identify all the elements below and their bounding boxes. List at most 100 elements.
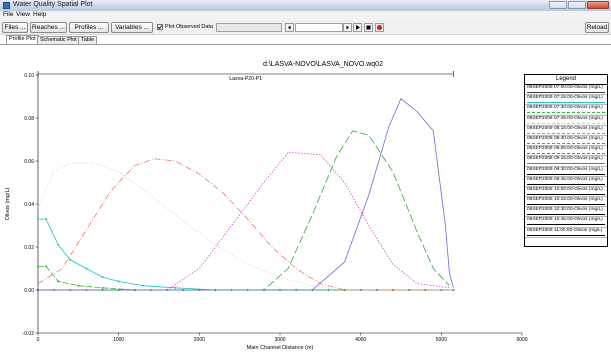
y-axis-label: Olivos (mg/L) (5, 187, 11, 220)
baseline-point (101, 289, 104, 291)
play-button[interactable] (353, 23, 362, 32)
legend-entry: 09SEP2009 08:30:00-Olivos (mg/L) (525, 136, 607, 147)
tab-strip: Profile Plot Schematic Plot Table (0, 35, 611, 44)
plot-axes: 0 1000 2000 3000 4000 5000 6000 -0.02 0.00 0.02 0.… (23, 73, 528, 343)
x-tick-label: 2000 (194, 337, 205, 343)
step-back-button[interactable] (285, 23, 294, 32)
baseline-point (69, 289, 72, 291)
legend-entry-label: 09SEP2009 09:00:00-Olivos (mg/L) (527, 146, 603, 152)
baseline-point (440, 289, 443, 291)
legend-entry-label: 09SEP2009 10:30:00-Olivos (mg/L) (527, 207, 603, 213)
profile-plot-panel: d:\LASVA-NOVO\LASVA_NOVO.wq02 Lasva-P20-… (0, 44, 611, 352)
tab-profile-plot[interactable]: Profile Plot (6, 35, 39, 44)
play-icon (356, 25, 360, 30)
y-tick-label: 0.04 (24, 202, 34, 208)
legend-entry-label: 09SEP2009 08:15:00-Olivos (mg/L) (527, 125, 603, 131)
baseline-point (166, 289, 168, 291)
legend-entry-label: 09SEP2009 09:15:00-Olivos (mg/L) (527, 156, 603, 162)
baseline-point (279, 289, 281, 291)
legend: Legend 09SEP2009 07:00:00-Olivos (mg/L) 0… (524, 74, 608, 247)
reload-button[interactable]: Reload (585, 22, 609, 33)
baseline-point (214, 289, 217, 291)
series-point (452, 289, 455, 291)
menu-file[interactable]: File (3, 11, 14, 18)
series-line-1 (38, 218, 454, 291)
window-title: Water Quality Spatial Plot (13, 1, 93, 8)
legend-entry: 09SEP2009 09:15:00-Olivos (mg/L) (525, 156, 607, 167)
baseline-point (343, 289, 346, 291)
legend-entry-label: 09SEP2009 07:30:00-Olivos (mg/L) (527, 105, 603, 111)
legend-entry-label: 09SEP2009 07:00:00-Olivos (mg/L) (527, 85, 603, 90)
maximize-button[interactable] (568, 1, 586, 9)
baseline-point (37, 289, 39, 291)
time-slider[interactable] (295, 23, 343, 32)
legend-entry: 09SEP2009 09:45:00-Olivos (mg/L) (525, 177, 607, 187)
legend-entry-label: 09SEP2009 10:00:00-Olivos (mg/L) (527, 186, 603, 192)
baseline-point (311, 289, 314, 291)
legend-swatch (527, 204, 605, 206)
step-forward-button[interactable] (343, 23, 352, 32)
menu-bar: File View Help (0, 11, 611, 20)
profile-chart: d:\LASVA-NOVO\LASVA_NOVO.wq02 Lasva-P20-… (5, 61, 528, 351)
baseline-point (408, 289, 410, 291)
series-point (85, 267, 88, 270)
stop-button[interactable] (364, 23, 373, 32)
series-point (101, 286, 104, 289)
x-tick-label: 4000 (355, 337, 366, 343)
app-icon (3, 2, 10, 9)
legend-swatch (527, 122, 605, 124)
legend-entry: 09SEP2009 10:30:00-Olivos (mg/L) (525, 207, 607, 218)
profiles-button[interactable]: Profiles ... (69, 22, 109, 33)
series-point (45, 218, 48, 221)
record-icon (376, 24, 383, 31)
tab-schematic-plot[interactable]: Schematic Plot (37, 36, 80, 44)
reach-indicator: Lasva-P20-P1 (37, 71, 454, 82)
legend-swatch (527, 142, 605, 144)
legend-entry: 09SEP2009 10:45:00-Olivos (mg/L) (525, 217, 607, 228)
legend-title: Legend (525, 75, 607, 85)
legend-entry: 09SEP2009 07:30:00-Olivos (mg/L) (525, 105, 607, 116)
baseline-point (150, 289, 152, 291)
baseline-point (392, 289, 394, 291)
baseline-point (85, 289, 88, 291)
plot-observed-checkbox[interactable] (157, 24, 163, 30)
series-line-2 (38, 266, 454, 291)
legend-swatch (527, 214, 605, 216)
legend-swatch (527, 112, 605, 114)
series-point (69, 258, 72, 261)
legend-swatch (527, 234, 605, 236)
series-line-3 (37, 162, 454, 291)
close-button[interactable] (587, 1, 609, 9)
chart-title: d:\LASVA-NOVO\LASVA_NOVO.wq02 (263, 61, 383, 68)
tab-table[interactable]: Table (78, 36, 98, 44)
profile-time-combo[interactable] (216, 23, 282, 32)
menu-view[interactable]: View (16, 11, 30, 18)
minimize-button[interactable] (549, 1, 567, 9)
menu-help[interactable]: Help (33, 11, 47, 18)
y-tick-label: 0.08 (24, 116, 34, 122)
series-point (101, 276, 104, 279)
legend-swatch (527, 153, 605, 155)
series-line-5 (38, 151, 450, 291)
series-point (37, 218, 39, 221)
stop-icon (366, 25, 371, 30)
series-point (141, 284, 144, 287)
record-button[interactable] (375, 23, 384, 32)
baseline-point (424, 289, 427, 291)
series-point (57, 280, 60, 283)
legend-entry: 09SEP2009 07:45:00-Olivos (mg/L) (525, 116, 607, 126)
legend-swatch (527, 132, 605, 134)
legend-swatch (527, 102, 605, 104)
files-button[interactable]: Files ... (2, 22, 28, 33)
baseline-point (182, 289, 185, 291)
x-tick-label: 1000 (113, 337, 124, 343)
reaches-button[interactable]: Reaches ... (30, 22, 67, 33)
baseline-point (198, 289, 201, 291)
series-point (45, 265, 48, 268)
toolbar: Files ... Reaches ... Profiles ... Varia… (0, 20, 611, 35)
variables-button[interactable]: Variables ... (111, 22, 153, 33)
y-tick-label: 0.06 (24, 159, 34, 165)
legend-items: 09SEP2009 07:00:00-Olivos (mg/L) 09SEP200… (525, 85, 607, 238)
legend-entry: 09SEP2009 11:00:00-Olivos (mg/L) (525, 228, 607, 238)
legend-entry-label: 09SEP2009 07:15:00-Olivos (mg/L) (527, 95, 603, 101)
